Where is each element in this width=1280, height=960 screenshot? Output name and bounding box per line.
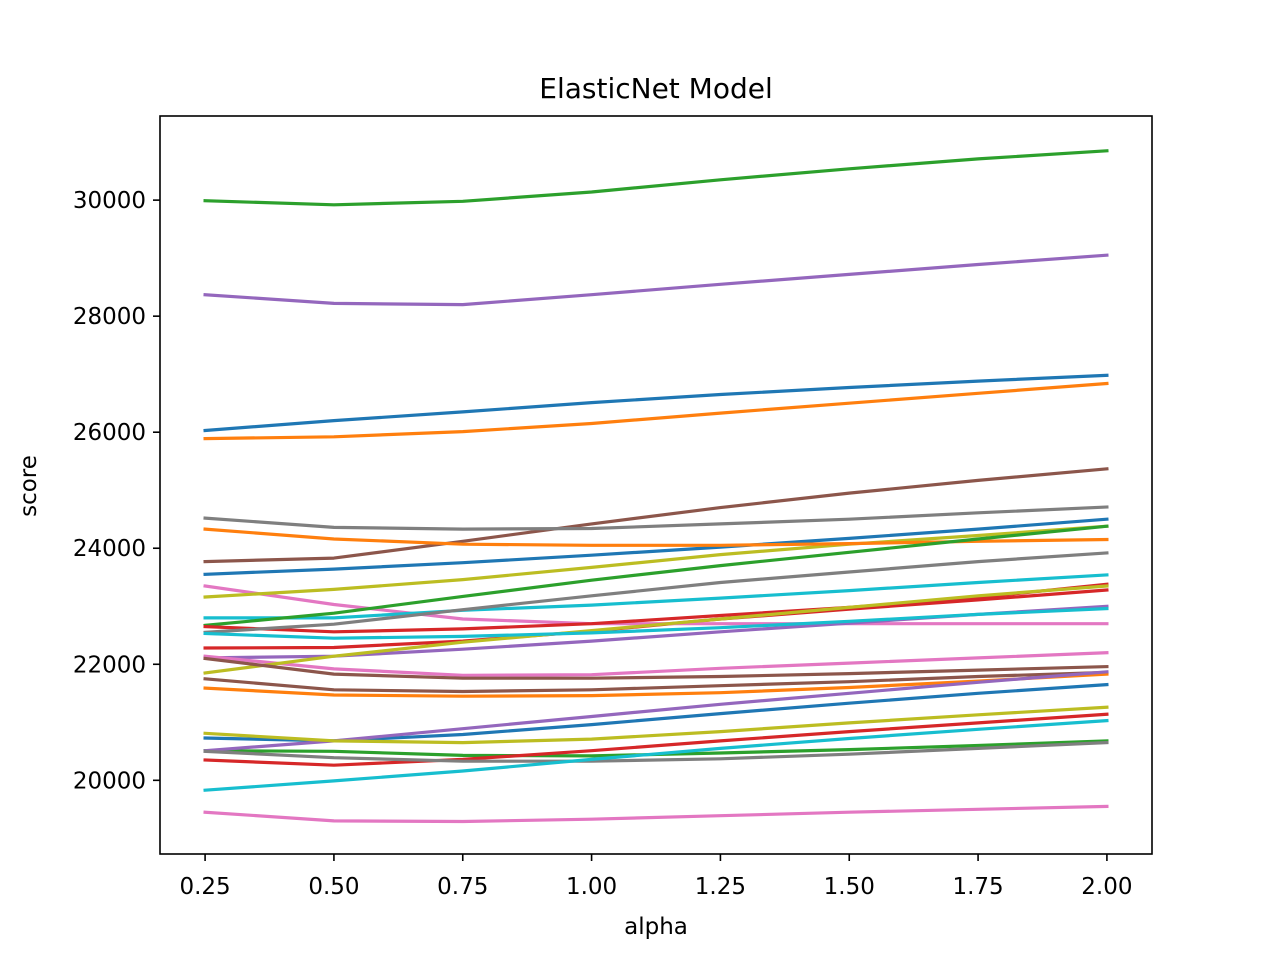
series-line-25: [203, 670, 1109, 753]
series-line-22: [203, 672, 1109, 698]
series-line-27: [203, 804, 1109, 824]
series-line-30: [203, 718, 1109, 792]
x-tick-label: 0.25: [179, 874, 230, 900]
series-line-18: [203, 551, 1109, 635]
series-line-9: [203, 524, 1109, 599]
y-tick-label: 24000: [73, 536, 146, 562]
series-line-10: [203, 573, 1109, 620]
series-line-29: [203, 705, 1109, 745]
series-line-24: [203, 712, 1109, 767]
y-axis: 20000 22000 24000 26000 28000 30000: [73, 188, 160, 794]
series-line-3: [203, 149, 1109, 207]
y-tick-label: 30000: [73, 188, 146, 214]
x-tick-label: 1.00: [566, 874, 617, 900]
series-line-6: [203, 467, 1109, 564]
series-line-19: [203, 584, 1109, 675]
series-line-20: [203, 606, 1109, 640]
x-axis: 0.25 0.50 0.75 1.00 1.25 1.50 1.75 2.00: [179, 854, 1133, 900]
y-tick-label: 28000: [73, 304, 146, 330]
series-line-5: [203, 253, 1109, 307]
x-tick-label: 1.75: [952, 874, 1003, 900]
chart-title: ElasticNet Model: [539, 72, 773, 105]
series-line-11: [203, 517, 1109, 576]
series-line-16: [203, 670, 1109, 694]
x-tick-label: 0.50: [308, 874, 359, 900]
y-tick-label: 20000: [73, 768, 146, 794]
series-line-13: [203, 524, 1109, 628]
series-line-26: [203, 656, 1109, 680]
series-layer: [203, 149, 1109, 824]
y-axis-label: score: [16, 455, 42, 517]
plot-frame: [159, 115, 1153, 855]
y-tick-label: 22000: [73, 652, 146, 678]
x-tick-label: 1.25: [695, 874, 746, 900]
series-line-8: [203, 505, 1109, 531]
series-line-28: [203, 740, 1109, 763]
x-axis-label: alpha: [624, 914, 688, 940]
series-line-17: [203, 651, 1109, 677]
series-line-1: [203, 373, 1109, 433]
x-tick-label: 2.00: [1081, 874, 1132, 900]
x-tick-label: 0.75: [437, 874, 488, 900]
y-tick-label: 26000: [73, 420, 146, 446]
x-tick-label: 1.50: [824, 874, 875, 900]
series-line-2: [203, 381, 1109, 441]
